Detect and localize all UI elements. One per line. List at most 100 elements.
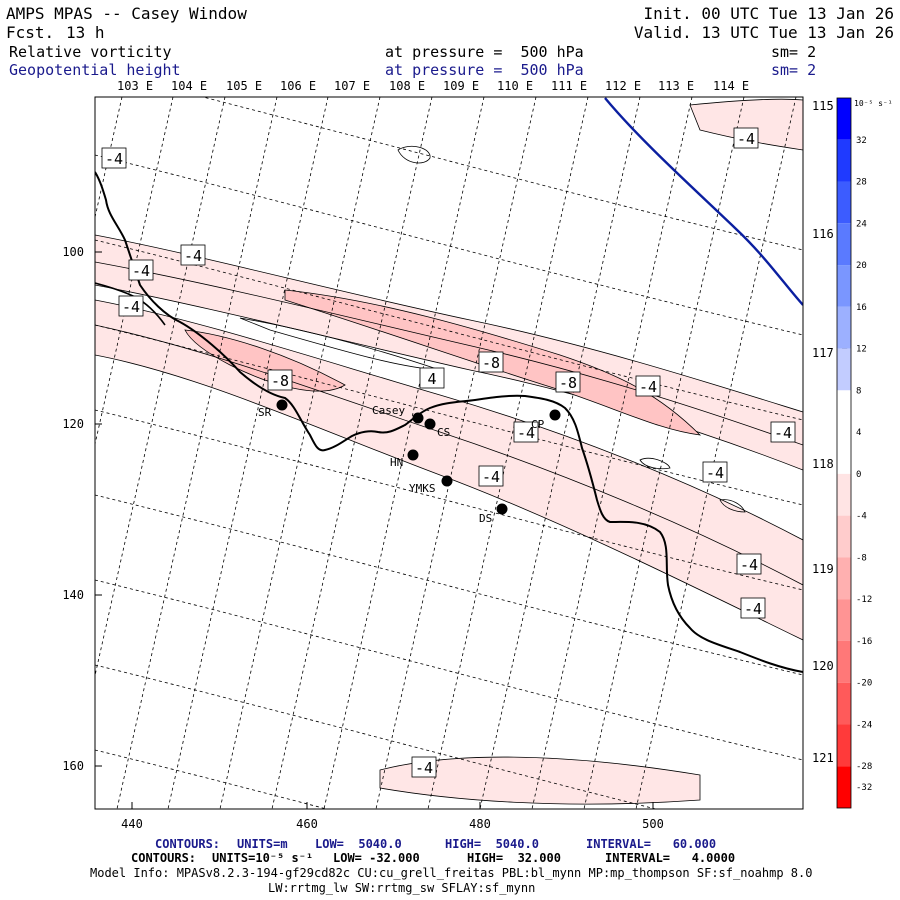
colorbar-swatch <box>837 557 851 600</box>
station-casey: Casey <box>372 404 424 424</box>
contour-label-box <box>478 351 504 373</box>
colorbar-tick-label: -12 <box>856 595 872 605</box>
contour-label-box <box>267 369 293 391</box>
colorbar-tick-label: 24 <box>856 219 867 229</box>
meridian-line <box>167 97 329 809</box>
colorbar-tick-label: 20 <box>856 261 867 271</box>
footer2-contours: CONTOURS: <box>131 851 197 865</box>
contour-label: -4 <box>740 597 766 619</box>
station-label: SR <box>258 406 272 419</box>
colorbar-tick-label: -16 <box>856 637 872 647</box>
footer1-high: HIGH= 5040.0 <box>445 837 539 851</box>
colorbar-tick-label: 4 <box>856 428 861 438</box>
station-marker <box>412 412 424 424</box>
colorbar-swatch <box>837 223 851 266</box>
colorbar-swatch <box>837 139 851 182</box>
colorbar-tick-label: -24 <box>856 720 872 730</box>
y-tick-label: 120 <box>62 417 84 431</box>
contour-label-box <box>736 553 762 575</box>
plot-area <box>95 97 803 809</box>
station-marker <box>424 418 436 430</box>
model-info-2: LW:rrtmg_lw SW:rrtmg_sw SFLAY:sf_mynn <box>268 881 536 895</box>
x-tick-label: 500 <box>642 817 664 831</box>
contour-label-text: -4 <box>482 468 500 486</box>
meridian-line <box>375 97 537 809</box>
footer2-low: LOW= -32.000 <box>333 851 420 865</box>
colorbar-frame <box>836 97 852 809</box>
parallel-line <box>95 154 803 336</box>
contour-label: -4 <box>513 421 539 443</box>
colorbar-swatch <box>837 473 851 516</box>
top-lon-label: 109 E <box>443 79 479 93</box>
contour-label: -4 <box>770 421 796 443</box>
contour-label: -4 <box>635 375 661 397</box>
top-lon-label: 114 E <box>713 79 749 93</box>
contour-label-text: -8 <box>559 374 577 392</box>
forecast-label: Fcst. <box>6 23 55 42</box>
station-marker <box>549 409 561 421</box>
contour-label-text: -4 <box>184 247 202 265</box>
parallel-line <box>95 664 658 809</box>
contour-label: -8 <box>478 351 504 373</box>
contour-label-text: -4 <box>105 150 123 168</box>
colorbar-swatch <box>837 599 851 641</box>
top-lon-label: 104 E <box>171 79 207 93</box>
station-label: DS <box>479 512 492 525</box>
contour-label: -4 <box>411 756 437 778</box>
y-tick-label: 140 <box>62 588 84 602</box>
footer1-interval: INTERVAL= 60.000 <box>586 837 717 851</box>
contour-label-box <box>635 375 661 397</box>
axis-ticks <box>95 251 654 809</box>
contour-label-box <box>101 147 127 169</box>
contour-label-box <box>513 421 539 443</box>
colorbar-tick-label: -20 <box>856 679 872 689</box>
contour-label-box <box>118 295 144 317</box>
y-tick-label: 160 <box>62 759 84 773</box>
meridian-line <box>95 97 174 446</box>
footer2-high: HIGH= 32.000 <box>467 851 561 865</box>
vorticity-band-3 <box>379 756 701 805</box>
meridian-line <box>95 97 123 219</box>
colorbar-swatch <box>837 306 851 349</box>
colorbar-swatch <box>837 98 851 140</box>
contour-label: -4 <box>478 465 504 487</box>
contour-label-text: -4 <box>737 130 755 148</box>
contour-label-text: 4 <box>427 370 436 388</box>
contour-label-box <box>702 461 728 483</box>
contour-line-3 <box>95 324 803 586</box>
meridian-line <box>479 97 641 809</box>
contour-label: -8 <box>555 371 581 393</box>
meridian-line <box>116 97 278 809</box>
contour-label-text: -4 <box>706 464 724 482</box>
contour-label: -4 <box>733 127 759 149</box>
field1-level: at pressure = 500 hPa <box>385 43 584 61</box>
vorticity-band-4 <box>689 98 803 151</box>
x-tick-label: 480 <box>469 817 491 831</box>
field1-name: Relative vorticity <box>9 43 172 61</box>
colorbar-tick-label: 8 <box>856 386 861 396</box>
top-lon-label: 111 E <box>551 79 587 93</box>
colorbar-tick-label: 28 <box>856 178 867 188</box>
top-lon-label: 107 E <box>334 79 370 93</box>
lat-lon-grid <box>95 97 803 809</box>
contour-label: 4 <box>419 367 445 389</box>
plot-frame <box>94 96 804 810</box>
field2-level: at pressure = 500 hPa <box>385 61 584 79</box>
colorbar-swatch <box>837 724 851 767</box>
top-lon-label: 110 E <box>497 79 533 93</box>
model-info: Model Info: MPASv8.2.3-194-gf29cd82c CU:… <box>90 866 813 880</box>
forecast-value: 13 h <box>66 23 105 42</box>
meridian-line <box>323 97 485 809</box>
vorticity-blob-1 <box>397 145 431 164</box>
footer1-contours: CONTOURS: <box>155 837 221 851</box>
meridian-line <box>583 97 745 809</box>
station-label: CP <box>531 418 545 431</box>
colorbar-swatch <box>837 181 851 224</box>
vorticity-core-2 <box>184 329 346 392</box>
contour-label: -4 <box>702 461 728 483</box>
station-label: HN <box>390 456 403 469</box>
meridian-line <box>531 97 693 809</box>
contour-label-box <box>740 597 766 619</box>
station-label: YMKS <box>409 482 436 495</box>
